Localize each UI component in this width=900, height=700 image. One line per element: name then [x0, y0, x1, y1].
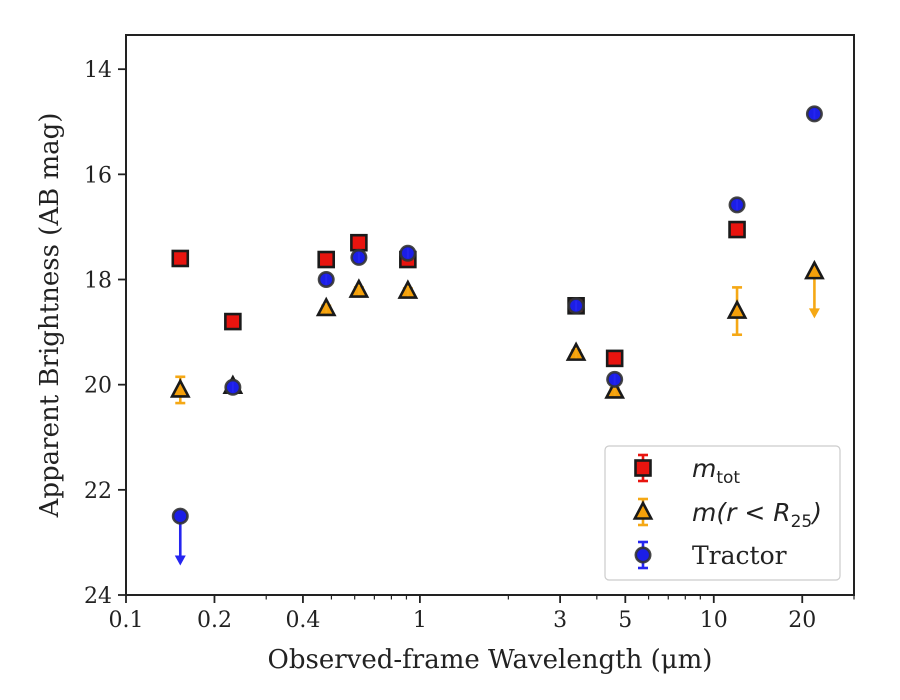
y-tick-label: 20 — [84, 374, 112, 399]
x-tick-label: 5 — [618, 608, 632, 633]
x-tick-label: 3 — [553, 608, 567, 633]
y-tick-label: 18 — [84, 269, 112, 294]
upper-limit-arrow-head — [808, 308, 820, 319]
x-tick-label: 0.2 — [197, 608, 232, 633]
legend-m-tot-marker — [634, 459, 652, 477]
tractor-marker — [171, 507, 189, 525]
y-tick-label: 24 — [84, 584, 112, 609]
x-tick-label: 10 — [700, 608, 728, 633]
x-axis-title: Observed-frame Wavelength (μm) — [268, 645, 713, 675]
x-tick-label: 1 — [413, 608, 427, 633]
plot-marks — [169, 105, 825, 566]
series-circle — [171, 105, 823, 566]
x-tick-label: 20 — [788, 608, 816, 633]
y-axis-title: Apparent Brightness (AB mag) — [35, 113, 65, 519]
legend: mtot m(r < R25) Tractor — [604, 445, 841, 581]
y-tick-label: 14 — [84, 58, 112, 83]
legend-label: mtot — [692, 454, 740, 488]
legend-label: Tractor — [692, 541, 787, 570]
plot-frame — [125, 34, 855, 596]
axis-ticks: 0.1 0.2 0.4 1 3 5 10 20 14 16 18 20 22 24 — [84, 58, 855, 633]
legend-label: m(r < R25) — [692, 498, 822, 532]
legend-m-r25-marker — [632, 500, 654, 520]
y-tick-label: 16 — [84, 163, 112, 188]
legend-box — [604, 445, 841, 581]
x-tick-label: 0.1 — [109, 608, 144, 633]
m-r25-marker — [726, 299, 748, 319]
m-r25-marker — [169, 378, 191, 398]
y-tick-label: 22 — [84, 479, 112, 504]
x-tick-label: 0.4 — [285, 608, 320, 633]
m-r25-marker — [804, 259, 825, 280]
upper-limit-arrow-head — [174, 555, 186, 566]
legend-tractor-marker — [634, 546, 652, 564]
